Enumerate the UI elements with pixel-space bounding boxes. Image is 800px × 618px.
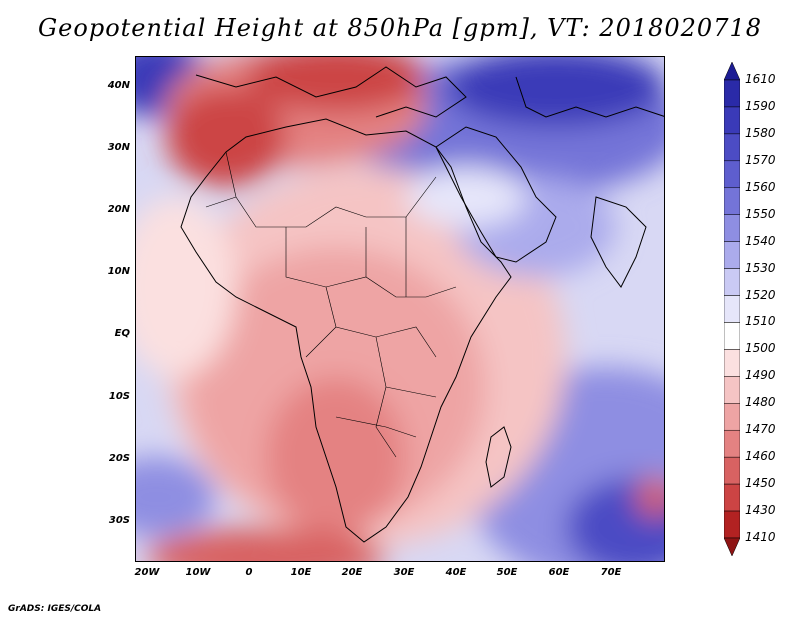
lon-label-20e: 20E	[341, 567, 363, 578]
lon-label-0: 0	[245, 567, 253, 578]
colorbar-swatch	[723, 241, 741, 269]
colorbar-swatch	[723, 429, 741, 458]
colorbar-swatch	[723, 79, 741, 108]
colorbar-swatch	[723, 510, 741, 539]
colorbar-swatch	[723, 187, 741, 215]
colorbar-swatch	[723, 160, 741, 189]
colorbar-swatch	[723, 106, 741, 135]
colorbar-level-label: 1510	[745, 314, 776, 329]
colorbar-arrow-top	[723, 61, 741, 81]
colorbar-swatch	[723, 349, 741, 377]
lon-label-10w: 10W	[185, 567, 211, 578]
colorbar-level-label: 1570	[745, 152, 776, 167]
lat-label-eq: EQ	[114, 328, 130, 339]
lat-label-10s: 10S	[108, 391, 130, 402]
colorbar-swatch	[723, 483, 741, 512]
colorbar-level-label: 1520	[745, 287, 776, 302]
lat-label-20s: 20S	[108, 453, 130, 464]
colorbar	[723, 61, 741, 560]
colorbar-swatch	[723, 214, 741, 242]
lon-label-60e: 60E	[548, 567, 570, 578]
lon-label-10e: 10E	[290, 567, 312, 578]
lon-label-30e: 30E	[393, 567, 415, 578]
colorbar-level-label: 1470	[745, 422, 776, 437]
colorbar-swatch	[723, 376, 741, 404]
colorbar-level-label: 1610	[745, 72, 776, 86]
lat-label-20n: 20N	[107, 204, 130, 215]
colorbar-swatch	[723, 403, 741, 431]
colorbar-level-label: 1580	[745, 125, 776, 140]
lon-label-40e: 40E	[445, 567, 467, 578]
colorbar-level-label: 1540	[745, 233, 776, 248]
colorbar-level-label: 1590	[745, 98, 776, 113]
lon-label-20w: 20W	[134, 567, 160, 578]
colorbar-swatch	[723, 295, 741, 323]
colorbar-level-label: 1430	[745, 503, 776, 518]
colorbar-level-label: 1560	[745, 179, 776, 194]
colorbar-level-label: 1410	[745, 530, 776, 544]
grads-credit: GrADS: IGES/COLA	[8, 604, 102, 614]
geopotential-field	[136, 57, 664, 561]
colorbar-level-label: 1550	[745, 206, 776, 221]
colorbar-arrow-bottom	[723, 537, 741, 557]
colorbar-level-label: 1490	[745, 368, 776, 383]
colorbar-level-label: 1530	[745, 260, 776, 275]
colorbar-level-label: 1460	[745, 449, 776, 464]
colorbar-swatch	[723, 456, 741, 485]
colorbar-swatch	[723, 322, 741, 350]
colorbar-swatch	[723, 133, 741, 162]
lat-label-30s: 30S	[108, 515, 130, 526]
lat-label-30n: 30N	[107, 142, 130, 153]
colorbar-swatch	[723, 268, 741, 296]
lon-label-50e: 50E	[496, 567, 518, 578]
map-panel	[135, 56, 665, 562]
map-title: Geopotential Height at 850hPa [gpm], VT:…	[38, 14, 762, 42]
lat-label-10n: 10N	[107, 266, 130, 277]
lat-label-40n: 40N	[107, 80, 130, 91]
colorbar-level-label: 1450	[745, 476, 776, 491]
lon-label-70e: 70E	[600, 567, 622, 578]
colorbar-level-label: 1480	[745, 395, 776, 410]
colorbar-swatches	[723, 61, 741, 557]
colorbar-level-label: 1500	[745, 341, 776, 356]
